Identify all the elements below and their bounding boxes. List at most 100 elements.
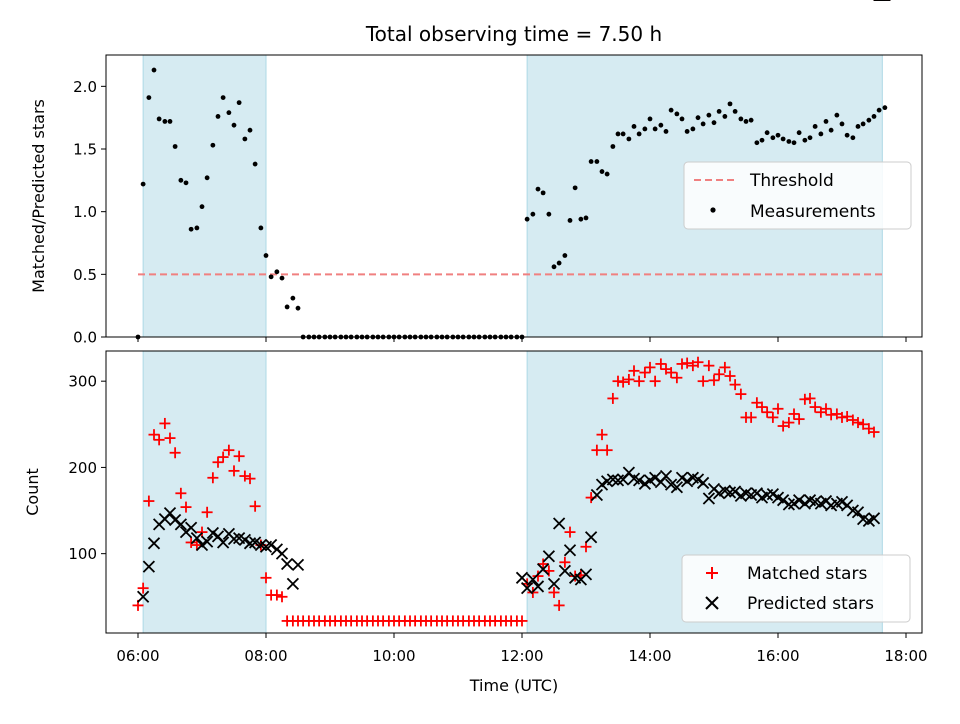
measurement-point	[295, 305, 301, 311]
predicted-legend-swatch	[705, 596, 719, 610]
predicted-star-point	[286, 577, 300, 590]
measurement-point	[844, 132, 850, 138]
matched-star-point	[607, 392, 619, 404]
measurement-point	[700, 121, 706, 127]
count-y-axis: 100 200 300	[68, 373, 106, 563]
matched-legend-label: Matched stars	[747, 564, 867, 584]
x-tick-label: 18:00	[884, 647, 927, 665]
predicted-star-point	[142, 560, 156, 573]
ratio-x-ticks	[137, 337, 907, 342]
predicted-star-point	[542, 550, 556, 563]
matched-star-point	[681, 357, 693, 369]
ratio-y-tick-label: 1.0	[73, 203, 97, 221]
measurement-point	[711, 120, 717, 126]
matched-star-point	[228, 465, 240, 477]
ratio-y-tick-label: 0.5	[73, 266, 97, 284]
matched-star-point	[649, 375, 661, 387]
predicted-star-point	[275, 547, 289, 560]
ratio-y-tick-label: 0.0	[73, 329, 97, 347]
measurement-point	[188, 226, 194, 232]
matched-star-point	[260, 572, 272, 584]
measurement-point	[823, 119, 829, 124]
measurement-point	[247, 127, 253, 133]
predicted-star-point	[547, 577, 561, 590]
predicted-star-point	[536, 563, 550, 576]
predicted-star-point	[526, 573, 540, 586]
matched-star-point	[713, 368, 725, 380]
matched-star-point	[148, 429, 160, 441]
measurement-point	[780, 136, 786, 142]
predicted-star-point	[702, 492, 716, 505]
predicted-star-point	[579, 568, 593, 581]
measurement-point	[172, 144, 178, 149]
measurement-point	[722, 114, 728, 119]
predicted-star-point	[670, 481, 684, 494]
matched-star-point	[559, 556, 571, 568]
matched-star-point	[804, 392, 816, 404]
measurement-point	[199, 204, 205, 210]
measurement-point	[167, 119, 173, 124]
observing-interval-top-0	[142, 54, 267, 338]
x-tick-label: 12:00	[500, 647, 543, 665]
count-plot-area	[105, 350, 923, 634]
measurement-point	[567, 218, 573, 223]
matched-star-point	[788, 408, 800, 420]
predicted-star-point	[606, 473, 620, 486]
matched-star-point	[735, 388, 747, 400]
matched-star-point	[761, 406, 773, 418]
matched-star-point	[857, 418, 869, 430]
measurement-point	[850, 135, 856, 141]
measurement-point	[204, 175, 210, 181]
matched-star-point	[564, 526, 576, 538]
matched-star-point	[639, 367, 651, 379]
predicted-stars-points	[136, 0, 891, 603]
measurement-point	[754, 140, 760, 146]
measurement-point	[636, 131, 642, 137]
matched-star-point	[692, 356, 704, 368]
matched-star-point	[217, 451, 229, 463]
measurement-point	[268, 274, 274, 280]
predicted-star-point	[723, 486, 737, 499]
predicted-star-point	[163, 506, 177, 520]
measurement-point	[610, 144, 616, 149]
measurement-point	[775, 132, 781, 138]
measurement-point	[668, 107, 674, 113]
matched-star-point	[223, 444, 235, 456]
measurement-point	[818, 131, 824, 137]
measurement-point	[604, 171, 610, 177]
measurement-point	[151, 67, 157, 73]
matched-legend-swatch	[706, 567, 718, 579]
time-x-axis: 06:00 08:00 10:00 12:00 14:00 16:00 18:00	[116, 633, 928, 665]
matched-star-point	[724, 370, 736, 382]
threshold-legend-label: Threshold	[749, 171, 834, 191]
predicted-star-point	[782, 498, 796, 511]
predicted-star-point	[590, 488, 604, 502]
matched-star-point	[553, 599, 565, 611]
measurement-point	[695, 115, 701, 121]
matched-star-point	[820, 403, 832, 415]
measurement-point	[791, 140, 797, 146]
predicted-star-point	[184, 521, 198, 534]
matched-star-point	[591, 444, 603, 456]
matched-star-point	[185, 536, 197, 548]
predicted-star-point	[291, 558, 305, 572]
measurement-point	[876, 107, 882, 113]
measurement-point	[194, 225, 200, 231]
measurement-point	[588, 159, 594, 164]
measurement-point	[716, 109, 722, 114]
count-y-tick-label: 300	[68, 373, 97, 391]
measurement-point	[770, 135, 776, 141]
measurement-point	[556, 260, 562, 266]
matched-star-point	[697, 375, 709, 387]
matched-star-point	[548, 586, 560, 598]
measurement-point	[679, 116, 685, 122]
measurement-point	[215, 114, 221, 119]
predicted-star-point	[584, 531, 598, 544]
measurement-point	[732, 109, 738, 114]
measurement-point	[786, 139, 792, 144]
matched-star-point	[532, 570, 544, 582]
measurement-point	[594, 159, 600, 164]
measurement-point	[231, 122, 237, 128]
matched-star-point	[191, 539, 203, 551]
predicted-star-point	[264, 538, 278, 552]
